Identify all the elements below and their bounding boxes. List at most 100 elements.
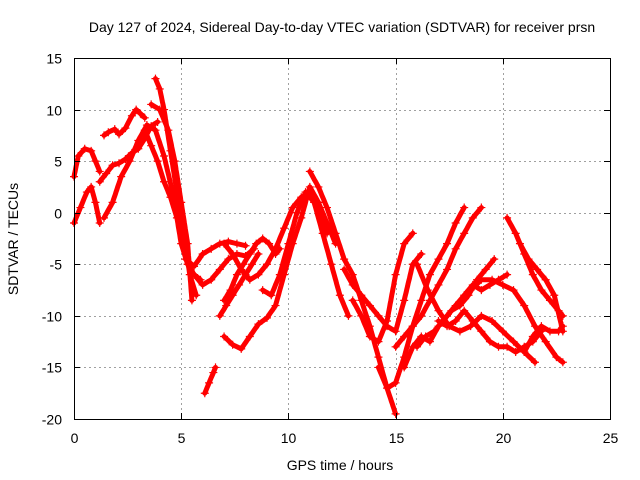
data-point xyxy=(267,291,276,300)
data-point xyxy=(391,342,400,351)
data-point xyxy=(198,280,207,289)
data-point xyxy=(245,249,254,258)
data-point xyxy=(247,260,256,269)
data-point xyxy=(288,203,297,212)
y-tick-label: 15 xyxy=(46,51,62,67)
x-tick-label: 0 xyxy=(71,430,79,446)
data-point xyxy=(417,249,426,258)
data-point xyxy=(509,337,518,346)
data-point xyxy=(235,280,244,289)
data-point xyxy=(125,157,134,166)
data-point xyxy=(153,157,162,166)
data-point xyxy=(348,296,357,305)
data-point xyxy=(245,332,254,341)
data-point xyxy=(434,317,443,326)
series-trace-26 xyxy=(503,213,567,320)
x-tick-label: 25 xyxy=(603,430,619,446)
series-trace-8 xyxy=(147,100,196,305)
data-point xyxy=(76,203,85,212)
data-point xyxy=(509,286,518,295)
data-point xyxy=(460,203,469,212)
data-point xyxy=(374,311,383,320)
data-point xyxy=(228,249,237,258)
data-point xyxy=(104,128,113,137)
series-trace-9 xyxy=(181,237,250,271)
series-trace-11 xyxy=(215,249,263,320)
data-point xyxy=(460,306,469,315)
data-point xyxy=(190,270,199,279)
data-point xyxy=(477,275,486,284)
data-point xyxy=(100,131,109,140)
data-point xyxy=(108,198,117,207)
data-point xyxy=(503,342,512,351)
x-tick-label: 10 xyxy=(281,430,297,446)
data-point xyxy=(181,255,190,264)
data-point xyxy=(232,270,241,279)
data-point xyxy=(275,270,284,279)
data-point xyxy=(477,311,486,320)
series-trace-2 xyxy=(70,182,104,228)
data-point xyxy=(155,84,164,93)
data-point xyxy=(151,74,160,83)
data-point xyxy=(220,239,229,248)
data-point xyxy=(271,301,280,310)
data-point xyxy=(511,229,520,238)
data-point xyxy=(183,239,192,248)
series-trace-20 xyxy=(391,203,486,351)
data-point xyxy=(142,121,151,130)
data-point xyxy=(207,275,216,284)
data-point xyxy=(87,146,96,155)
data-point xyxy=(95,219,104,228)
y-axis-label: SDTVAR / TECUs xyxy=(5,183,21,295)
data-point xyxy=(331,229,340,238)
x-tick-label: 15 xyxy=(389,430,405,446)
data-point xyxy=(140,113,149,122)
data-point xyxy=(91,157,100,166)
data-point xyxy=(520,347,529,356)
y-tick-label: 10 xyxy=(46,103,62,119)
data-point xyxy=(322,203,331,212)
data-point xyxy=(211,363,220,372)
x-axis-label: GPS time / hours xyxy=(287,457,394,473)
series-band xyxy=(341,251,424,334)
series-trace-1 xyxy=(70,144,104,181)
data-point xyxy=(374,337,383,346)
data-point xyxy=(228,340,237,349)
data-point xyxy=(245,275,254,284)
data-point xyxy=(374,353,383,362)
data-point xyxy=(190,262,199,271)
data-point xyxy=(391,409,400,418)
data-point xyxy=(241,241,250,250)
data-point xyxy=(477,286,486,295)
series-trace-25 xyxy=(455,275,567,367)
data-point xyxy=(237,265,246,274)
plot-frame xyxy=(74,58,611,420)
data-point xyxy=(220,332,229,341)
data-point xyxy=(552,353,561,362)
data-point xyxy=(494,342,503,351)
data-point xyxy=(374,363,383,372)
series-trace-3 xyxy=(100,105,149,140)
data-point xyxy=(160,177,169,186)
data-point xyxy=(232,239,241,248)
data-point xyxy=(533,265,542,274)
data-point xyxy=(383,317,392,326)
data-point xyxy=(271,244,280,253)
data-point xyxy=(425,270,434,279)
data-point xyxy=(340,255,349,264)
data-point xyxy=(434,306,443,315)
data-point xyxy=(222,301,231,310)
data-point xyxy=(224,237,233,246)
series-band xyxy=(101,122,184,226)
data-point xyxy=(408,322,417,331)
data-point xyxy=(488,317,497,326)
data-point xyxy=(443,265,452,274)
data-point xyxy=(408,229,417,238)
series-trace-28 xyxy=(520,322,567,356)
data-point xyxy=(166,193,175,202)
data-point xyxy=(318,229,327,238)
data-point xyxy=(237,344,246,353)
data-point xyxy=(136,109,145,118)
data-point xyxy=(524,255,533,264)
